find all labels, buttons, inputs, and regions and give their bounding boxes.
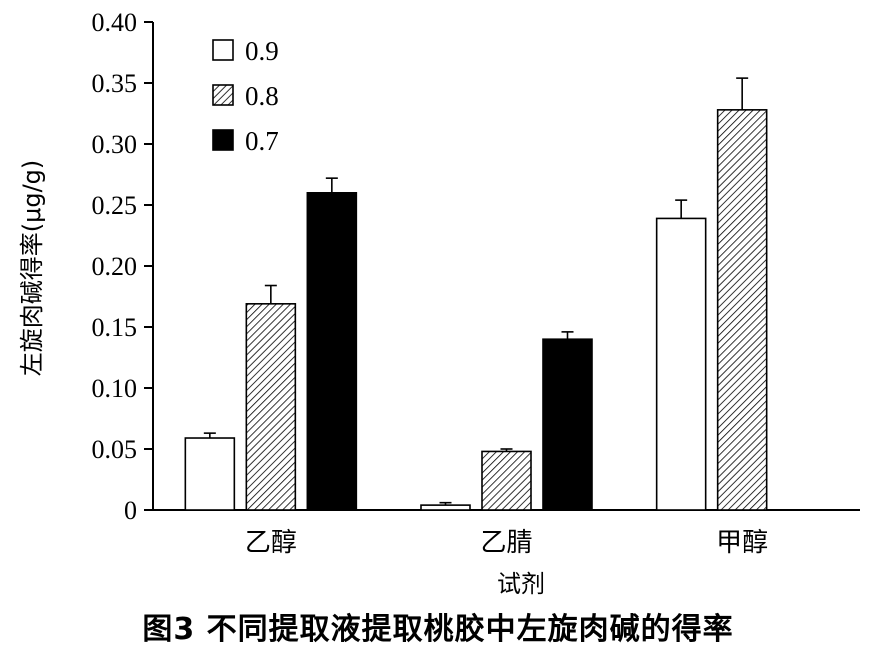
x-axis-title: 试剂 <box>497 570 545 598</box>
bar-0.9-乙醇 <box>184 437 236 511</box>
bars <box>184 77 768 511</box>
x-category-label: 乙腈 <box>480 528 532 558</box>
bar-0.8-乙醇 <box>245 303 297 511</box>
y-tick-label: 0.30 <box>92 130 138 159</box>
legend: 0.9 0.8 0.7 <box>212 36 279 156</box>
legend-swatch <box>212 39 234 61</box>
legend-swatch <box>212 129 234 151</box>
bar-0.9-乙腈 <box>420 504 471 511</box>
legend-swatch <box>212 84 234 106</box>
x-category-label: 甲醇 <box>716 528 768 558</box>
legend-label: 0.7 <box>245 126 279 156</box>
y-axis-title: 左旋肉碱得率(μg/g) <box>18 160 46 377</box>
y-tick-label: 0 <box>124 496 137 525</box>
y-tick-label: 0.10 <box>92 374 138 403</box>
y-tick-label: 0.15 <box>92 313 138 342</box>
x-category-label: 乙醇 <box>245 528 297 558</box>
y-tick-label: 0.40 <box>92 8 138 37</box>
x-axis-labels: 乙醇 乙腈 甲醇 <box>245 528 768 558</box>
bar-chart: 左旋肉碱得率(μg/g) 试剂 0 0.05 0.10 0.15 0.20 0.25 0.3… <box>18 8 860 598</box>
bar-0.7-乙腈 <box>542 338 593 511</box>
y-tick-label: 0.05 <box>92 435 138 464</box>
y-tick-label: 0.35 <box>92 69 138 98</box>
figure-caption: 图3 不同提取液提取桃胶中左旋肉碱的得率 <box>142 612 734 647</box>
y-tick-label: 0.25 <box>92 191 138 220</box>
legend-label: 0.9 <box>245 36 279 66</box>
y-axis-ticks: 0 0.05 0.10 0.15 0.20 0.25 0.30 0.35 0.40 <box>92 8 153 525</box>
bar-0.8-甲醇 <box>716 109 768 511</box>
bar-0.7-乙醇 <box>306 192 358 511</box>
legend-label: 0.8 <box>245 81 279 111</box>
bar-0.9-甲醇 <box>655 217 707 511</box>
y-tick-label: 0.20 <box>92 252 138 281</box>
bar-0.8-乙腈 <box>481 450 532 511</box>
